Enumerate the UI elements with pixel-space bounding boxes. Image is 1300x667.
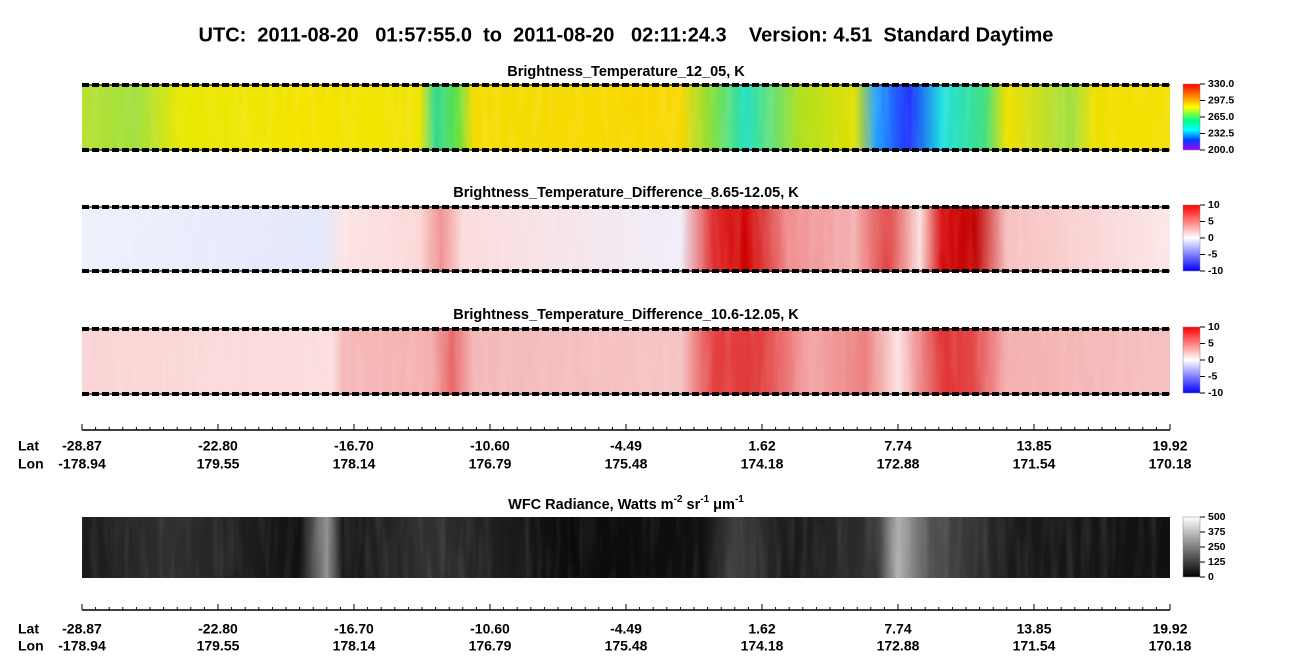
lat-label: -4.49: [610, 438, 642, 454]
lon-label: 175.48: [605, 456, 648, 472]
lat-label: 13.85: [1016, 438, 1051, 454]
colorbar-tick-label: 125: [1208, 556, 1226, 568]
colorbar-tick-label: -5: [1208, 248, 1217, 260]
lon-label: 176.79: [469, 456, 512, 472]
colorbar-tick-label: 265.0: [1208, 111, 1234, 123]
colorbar-tick-label: 0: [1208, 232, 1214, 244]
lon-label: 175.48: [605, 638, 648, 654]
lon-label: 178.14: [333, 638, 376, 654]
lat-label: -28.87: [62, 438, 102, 454]
lon-label: 179.55: [197, 638, 240, 654]
lat-label: 1.62: [748, 438, 775, 454]
title-part: -1: [700, 494, 709, 505]
lat-label: 19.92: [1152, 438, 1187, 454]
colorbar-tick-label: 5: [1208, 337, 1214, 349]
colorbar: [1182, 326, 1201, 394]
lon-label: 174.18: [741, 638, 784, 654]
lat-label: -22.80: [198, 438, 238, 454]
lon-label: 176.79: [469, 638, 512, 654]
panel-title: WFC Radiance, Watts m-2 sr-1 μm-1: [508, 494, 744, 513]
colorbar-tick-label: -5: [1208, 370, 1217, 382]
panel-title: Brightness_Temperature_Difference_10.6-1…: [453, 307, 799, 323]
title-part: -1: [735, 494, 744, 505]
lat-label: -28.87: [62, 621, 102, 637]
lat-label: 13.85: [1016, 621, 1051, 637]
lon-label: 172.88: [877, 638, 920, 654]
lat-label: -10.60: [470, 621, 510, 637]
lon-label: -178.94: [58, 456, 106, 472]
lat-label: -10.60: [470, 438, 510, 454]
colorbar-tick-label: 232.5: [1208, 127, 1234, 139]
lat-label: 19.92: [1152, 621, 1187, 637]
main-title: UTC: 2011-08-20 01:57:55.0 to 2011-08-20…: [199, 24, 1054, 46]
title-part: μm: [709, 497, 735, 513]
colorbar: [1182, 83, 1201, 151]
lat-label: -16.70: [334, 621, 374, 637]
lat-label: -22.80: [198, 621, 238, 637]
image-texture: [82, 206, 1170, 272]
lon-label: 171.54: [1013, 456, 1056, 472]
colorbar-tick-label: -10: [1208, 265, 1223, 277]
lon-label: 178.14: [333, 456, 376, 472]
lon-label: 170.18: [1149, 638, 1192, 654]
colorbar-tick-label: 297.5: [1208, 94, 1234, 106]
colorbar-tick-label: 0: [1208, 354, 1214, 366]
title-part: sr: [682, 497, 700, 513]
axis-row-label: Lon: [18, 638, 44, 654]
image-texture: [82, 328, 1170, 395]
colorbar-tick-label: 375: [1208, 526, 1226, 538]
axis-row-label: Lon: [18, 456, 44, 472]
colorbar-tick-label: 250: [1208, 541, 1226, 553]
lat-label: 7.74: [884, 438, 911, 454]
lon-label: 174.18: [741, 456, 784, 472]
colorbar-tick-label: 330.0: [1208, 78, 1234, 90]
title-part: WFC Radiance, Watts m: [508, 497, 673, 513]
colorbar-tick-label: 5: [1208, 215, 1214, 227]
lat-label: 7.74: [884, 621, 911, 637]
colorbar: [1182, 204, 1201, 272]
image-texture: [82, 84, 1170, 151]
axis-row-label: Lat: [18, 621, 39, 637]
panel-title: Brightness_Temperature_12_05, K: [507, 64, 745, 80]
panel-title: Brightness_Temperature_Difference_8.65-1…: [453, 185, 799, 201]
lon-label: -178.94: [58, 638, 106, 654]
colorbar-tick-label: 500: [1208, 511, 1226, 523]
image-texture: [82, 517, 1170, 578]
lon-label: 172.88: [877, 456, 920, 472]
lon-label: 179.55: [197, 456, 240, 472]
title-part: -2: [674, 494, 683, 505]
colorbar-tick-label: 10: [1208, 321, 1220, 333]
colorbar-tick-label: 200.0: [1208, 144, 1234, 156]
lat-label: 1.62: [748, 621, 775, 637]
axis-row-label: Lat: [18, 438, 39, 454]
colorbar-tick-label: -10: [1208, 387, 1223, 399]
colorbar-tick-label: 0: [1208, 571, 1214, 583]
lat-label: -16.70: [334, 438, 374, 454]
lon-label: 170.18: [1149, 456, 1192, 472]
colorbar-tick-label: 10: [1208, 199, 1220, 211]
lat-label: -4.49: [610, 621, 642, 637]
lon-label: 171.54: [1013, 638, 1056, 654]
colorbar: [1182, 516, 1201, 578]
